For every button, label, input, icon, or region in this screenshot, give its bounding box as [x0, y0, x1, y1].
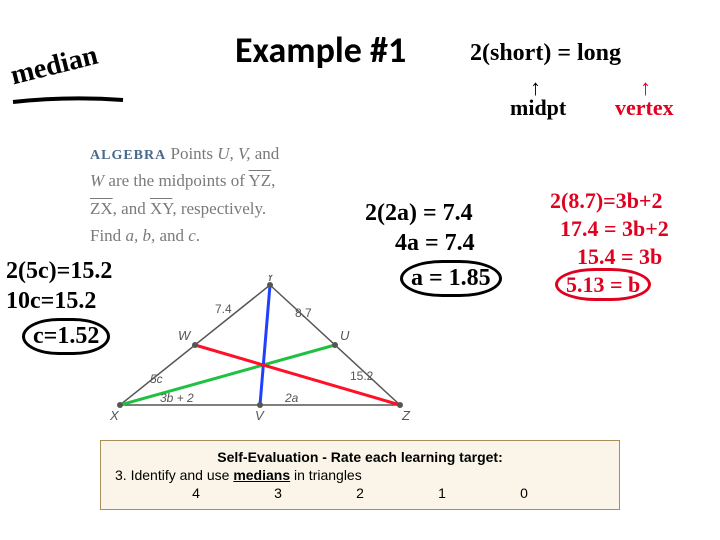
problem-text-4: Find: [90, 226, 125, 245]
work-a-line1: 2(2a) = 7.4: [365, 200, 473, 227]
eval-target-prefix: 3. Identify and use: [115, 467, 233, 483]
vertex-u: U: [340, 328, 350, 343]
algebra-label: ALGEBRA: [90, 148, 166, 163]
formula-note: 2(short) = long: [470, 40, 621, 67]
scale-1: 1: [438, 485, 446, 501]
work-b-line2: 17.4 = 3b+2: [560, 216, 669, 242]
vertex-w: W: [178, 328, 192, 343]
self-evaluation-box: Self-Evaluation - Rate each learning tar…: [100, 440, 620, 510]
work-b-line3: 15.4 = 3b: [577, 244, 662, 270]
label-vz: 2a: [284, 391, 299, 405]
problem-text-4c: and: [155, 226, 188, 245]
problem-text-2a: W: [90, 171, 104, 190]
vertex-v: V: [255, 408, 265, 423]
eval-target: 3. Identify and use medians in triangles: [115, 467, 605, 483]
work-c-line3: c=1.52: [22, 318, 110, 355]
median-underline: [8, 92, 128, 112]
label-wx: 5c: [150, 372, 163, 386]
page-title: Example #1: [235, 28, 406, 72]
vertex-label: vertex: [615, 95, 674, 121]
segment-yz: YZ: [248, 171, 271, 190]
work-b-answer: 5.13 = b: [555, 268, 651, 301]
scale-2: 2: [356, 485, 364, 501]
label-yu: 8.7: [295, 306, 312, 320]
eval-target-word: medians: [233, 467, 290, 483]
label-uz: 15.2: [350, 369, 374, 383]
work-c-line1: 2(5c)=15.2: [6, 258, 112, 285]
vertex-y: Y: [266, 275, 276, 284]
problem-text-3b: , respectively.: [172, 199, 266, 218]
scale-4: 4: [192, 485, 200, 501]
segment-zx: ZX: [90, 199, 113, 218]
problem-text-1c: and: [251, 144, 280, 163]
eval-scale: 4 3 2 1 0: [115, 485, 605, 501]
work-a-line2: 4a = 7.4: [395, 230, 475, 257]
scale-3: 3: [274, 485, 282, 501]
median-annotation: median: [7, 40, 101, 93]
work-b-line1: 2(8.7)=3b+2: [550, 188, 662, 214]
eval-title: Self-Evaluation - Rate each learning tar…: [115, 449, 605, 465]
problem-text-4i2: c: [188, 226, 196, 245]
eval-target-suffix: in triangles: [290, 467, 362, 483]
problem-text-1a: Points: [170, 144, 217, 163]
work-c-answer: c=1.52: [22, 318, 110, 355]
problem-statement: ALGEBRA Points U, V, and W are the midpo…: [90, 140, 279, 249]
vertex-z: Z: [401, 408, 411, 423]
scale-0: 0: [520, 485, 528, 501]
segment-xy: XY: [150, 199, 172, 218]
vertex-x: X: [109, 408, 120, 423]
problem-text-4i: a, b,: [125, 226, 155, 245]
problem-text-3a: , and: [113, 199, 150, 218]
label-wy: 7.4: [215, 302, 232, 316]
triangle-diagram: X Y Z W U V 7.4 8.7 15.2 5c 3b + 2 2a: [100, 275, 420, 425]
problem-text-1b: U, V,: [217, 144, 250, 163]
problem-text-4d: .: [196, 226, 200, 245]
midpt-label: midpt: [510, 95, 566, 121]
problem-text-2b: are the midpoints of: [104, 171, 248, 190]
work-b-line4: 5.13 = b: [555, 272, 651, 298]
work-c-line2: 10c=15.2: [6, 288, 96, 315]
label-xv: 3b + 2: [160, 391, 194, 405]
